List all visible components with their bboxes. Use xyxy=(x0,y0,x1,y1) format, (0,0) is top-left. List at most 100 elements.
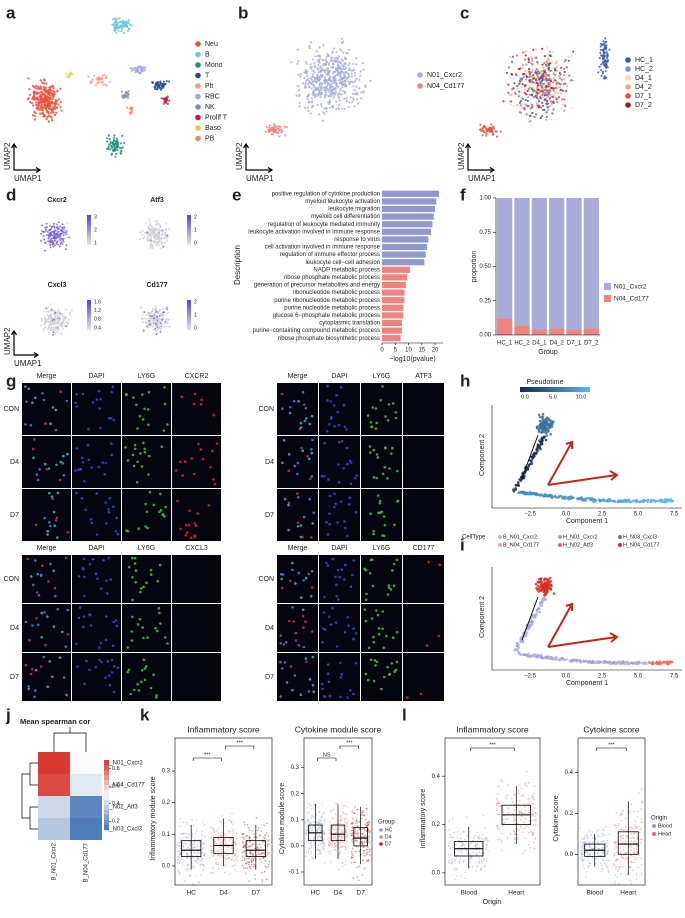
point xyxy=(539,80,541,82)
point xyxy=(99,398,102,401)
panel-label: a xyxy=(6,3,16,22)
point xyxy=(32,98,34,100)
point xyxy=(517,491,520,494)
point xyxy=(67,323,69,325)
point xyxy=(25,664,28,667)
point xyxy=(55,232,57,234)
point xyxy=(32,448,35,451)
point xyxy=(257,829,259,831)
point xyxy=(247,868,249,870)
point xyxy=(147,326,149,328)
point xyxy=(111,153,113,155)
point xyxy=(344,56,346,58)
point xyxy=(48,310,50,312)
point xyxy=(192,883,194,885)
axis-label: Cytokine module score xyxy=(279,783,286,854)
point xyxy=(292,620,295,623)
point xyxy=(566,85,568,87)
point xyxy=(56,312,58,314)
point xyxy=(280,642,283,645)
point xyxy=(130,111,132,113)
point xyxy=(54,234,56,236)
point xyxy=(141,465,144,468)
point xyxy=(266,849,268,851)
point xyxy=(542,599,545,602)
point xyxy=(311,415,314,418)
point xyxy=(263,836,265,838)
point xyxy=(160,331,162,333)
point xyxy=(146,318,148,320)
point xyxy=(262,881,264,883)
legend-swatch xyxy=(604,295,611,302)
micrograph xyxy=(403,653,444,701)
colorbar-step xyxy=(104,815,109,820)
scale-tick: 0.8 xyxy=(112,766,120,772)
point xyxy=(242,841,244,843)
point xyxy=(338,96,340,98)
point xyxy=(131,70,133,72)
point xyxy=(629,501,632,504)
point xyxy=(327,478,330,481)
point xyxy=(157,328,159,330)
point xyxy=(144,318,146,320)
point xyxy=(550,87,552,89)
point xyxy=(187,853,189,855)
point xyxy=(386,666,389,669)
point xyxy=(261,830,263,832)
point xyxy=(355,63,357,65)
micrograph xyxy=(319,383,360,435)
point xyxy=(303,404,306,407)
x-tick-label: D7 xyxy=(252,890,261,897)
point xyxy=(98,466,101,469)
point xyxy=(180,833,182,835)
point xyxy=(542,437,545,440)
point xyxy=(289,412,292,415)
point xyxy=(323,839,325,841)
point xyxy=(243,867,245,869)
sig-label: *** xyxy=(204,752,211,758)
point xyxy=(342,60,344,62)
bar xyxy=(382,267,410,273)
point xyxy=(50,303,52,305)
point xyxy=(46,223,48,225)
point xyxy=(142,230,144,232)
point xyxy=(288,453,291,456)
point xyxy=(328,523,331,526)
point xyxy=(48,660,51,663)
point xyxy=(42,93,44,95)
point xyxy=(61,227,63,229)
point xyxy=(265,835,267,837)
bar-segment xyxy=(549,328,564,335)
point xyxy=(148,391,151,394)
point xyxy=(40,636,43,639)
micrograph xyxy=(361,383,402,435)
point xyxy=(560,67,562,69)
point xyxy=(382,647,385,650)
point xyxy=(40,575,43,578)
point xyxy=(355,474,358,477)
point xyxy=(45,242,47,244)
colorbar xyxy=(87,215,91,245)
scale-tick: 2 xyxy=(94,227,97,233)
point xyxy=(112,621,115,624)
point xyxy=(324,94,326,96)
point xyxy=(80,468,83,471)
point xyxy=(547,429,550,432)
point xyxy=(224,857,226,859)
point xyxy=(268,835,270,837)
point xyxy=(163,86,165,88)
point xyxy=(535,48,537,50)
point xyxy=(297,49,299,51)
point xyxy=(216,442,219,445)
point xyxy=(159,315,161,317)
point xyxy=(208,504,211,507)
point xyxy=(63,234,65,236)
point xyxy=(284,134,286,136)
point xyxy=(150,238,152,240)
x-tick-label: 2.5 xyxy=(598,674,607,680)
point xyxy=(113,140,115,142)
point xyxy=(265,861,267,863)
bar xyxy=(382,221,432,227)
point xyxy=(110,578,113,581)
point xyxy=(343,108,345,110)
